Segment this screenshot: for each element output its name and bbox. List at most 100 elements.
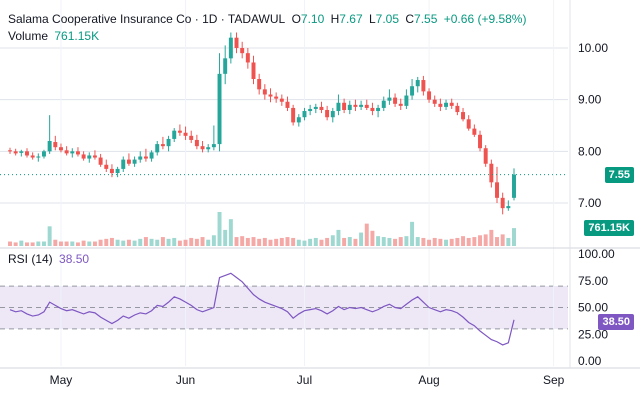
candle-body bbox=[313, 106, 318, 109]
close-value: 7.55 bbox=[414, 12, 438, 26]
candle-body bbox=[393, 97, 398, 104]
candle-body bbox=[223, 58, 228, 74]
candle-body bbox=[325, 110, 330, 118]
volume-bar bbox=[81, 240, 86, 246]
candle-body bbox=[512, 174, 516, 198]
time-tick-label: Sep bbox=[543, 373, 565, 387]
volume-bar bbox=[268, 239, 273, 246]
candle-body bbox=[444, 102, 449, 107]
candle-body bbox=[432, 99, 437, 104]
candle-body bbox=[336, 102, 341, 112]
candle-body bbox=[319, 106, 324, 110]
volume-bar bbox=[58, 241, 63, 246]
candle-body bbox=[489, 163, 494, 183]
volume-bar bbox=[432, 237, 437, 246]
volume-bar bbox=[115, 239, 120, 246]
volume-bar bbox=[347, 237, 352, 246]
volume-bar bbox=[489, 229, 494, 246]
volume-bar bbox=[319, 239, 324, 246]
candle-body bbox=[92, 155, 97, 158]
candle-body bbox=[268, 94, 273, 97]
price-tick-label: 8.00 bbox=[578, 144, 602, 158]
candle-body bbox=[13, 151, 18, 154]
candle-body bbox=[87, 155, 92, 159]
volume-bar bbox=[478, 235, 483, 246]
candle-body bbox=[160, 144, 165, 147]
candle-body bbox=[438, 103, 443, 107]
high-value: 7.67 bbox=[339, 12, 363, 26]
change-value: +0.66 (+9.58%) bbox=[443, 12, 527, 26]
candle-body bbox=[495, 182, 499, 198]
candle-body bbox=[75, 151, 80, 155]
candle-body bbox=[404, 95, 409, 106]
candle-body bbox=[8, 150, 12, 152]
rsi-label: RSI (14) bbox=[8, 252, 53, 266]
volume-bar bbox=[104, 238, 109, 246]
candle-body bbox=[500, 197, 505, 209]
volume-bar bbox=[308, 238, 313, 246]
candle-body bbox=[58, 147, 63, 151]
candle-body bbox=[410, 86, 415, 96]
candle-body bbox=[347, 104, 352, 110]
volume-bar bbox=[444, 239, 449, 246]
volume-bar bbox=[25, 242, 29, 246]
candle-body bbox=[359, 104, 364, 107]
candle-body bbox=[427, 91, 432, 100]
volume-bar bbox=[126, 239, 131, 246]
volume-legend: Volume 761.15K bbox=[8, 29, 102, 43]
volume-bar bbox=[160, 237, 165, 246]
candle-body bbox=[53, 142, 58, 148]
volume-bar bbox=[211, 235, 216, 246]
candle-body bbox=[381, 100, 386, 108]
volume-bar bbox=[132, 240, 137, 246]
candle-body bbox=[189, 135, 194, 140]
candle-body bbox=[200, 146, 205, 150]
volume-bar bbox=[36, 241, 41, 246]
candle-body bbox=[183, 132, 188, 136]
open-value: 7.10 bbox=[300, 12, 325, 26]
rsi-tick-label: 100.00 bbox=[578, 247, 615, 261]
volume-bar bbox=[149, 238, 154, 246]
volume-bar bbox=[398, 237, 403, 246]
candle-body bbox=[353, 104, 358, 107]
candle-body bbox=[41, 151, 46, 157]
volume-bar bbox=[387, 237, 392, 246]
volume-bar bbox=[415, 237, 420, 246]
candle-body bbox=[461, 112, 466, 120]
candle-body bbox=[449, 102, 454, 106]
volume-bar bbox=[262, 237, 267, 246]
low-value: 7.05 bbox=[375, 12, 400, 26]
volume-bar bbox=[92, 241, 97, 246]
volume-bar bbox=[70, 241, 75, 246]
volume-bar bbox=[472, 237, 477, 246]
volume-value: 761.15K bbox=[54, 29, 100, 43]
volume-bar bbox=[449, 238, 454, 246]
volume-bar bbox=[64, 241, 69, 246]
candle-body bbox=[172, 130, 177, 139]
candle-body bbox=[121, 159, 126, 169]
candle-body bbox=[398, 103, 403, 106]
candle-body bbox=[30, 155, 35, 158]
candle-body bbox=[291, 107, 296, 123]
volume-bar bbox=[285, 237, 290, 246]
candle-body bbox=[211, 144, 216, 148]
volume-bar bbox=[427, 239, 432, 246]
rsi-line bbox=[9, 272, 515, 346]
candle-body bbox=[421, 80, 426, 92]
candle-body bbox=[36, 156, 41, 158]
candle-body bbox=[415, 80, 420, 87]
volume-bar bbox=[189, 237, 194, 246]
volume-bar bbox=[200, 237, 205, 246]
symbol-title: Salama Cooperative Insurance Co · 1D · T… bbox=[8, 12, 286, 26]
time-tick-label: Aug bbox=[418, 373, 439, 387]
candle-body bbox=[302, 111, 307, 118]
candle-body bbox=[132, 159, 137, 164]
volume-bar bbox=[302, 240, 307, 246]
volume-bar bbox=[47, 226, 52, 246]
volume-bar bbox=[206, 239, 211, 246]
candle-body bbox=[64, 150, 69, 154]
volume-bar bbox=[183, 239, 188, 246]
rsi-tick-label: 25.00 bbox=[578, 327, 608, 341]
